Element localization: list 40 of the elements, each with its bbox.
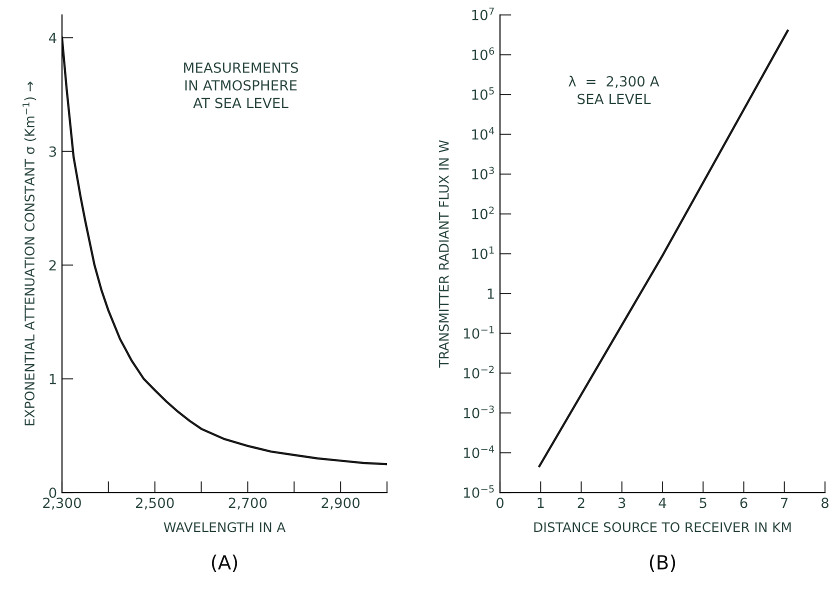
y-tick-label: 0 xyxy=(49,487,56,498)
y-tick-label: 10$^{7}$ xyxy=(472,8,494,20)
y-axis-title: TRANSMITTER RADIANT FLUX IN W xyxy=(438,140,449,368)
y-tick-label: 10$^{6}$ xyxy=(472,47,494,60)
y-tick-label: 10$^{−3}$ xyxy=(464,406,494,418)
y-tick-label: 10$^{3}$ xyxy=(472,166,494,180)
x-tick-label: 4 xyxy=(658,498,666,508)
y-tick-label: 10$^{−5}$ xyxy=(464,485,494,498)
y-tick-label: 10$^{−2}$ xyxy=(464,366,494,378)
y-tick-label: 10$^{4}$ xyxy=(472,127,494,140)
y-tick-label: 10$^{−4}$ xyxy=(464,446,494,458)
x-tick-label: 2,700 xyxy=(228,498,267,510)
y-axis-title: EXPONENTIAL ATTENUATION CONSTANT σ (Km$^{−1}$) → xyxy=(22,82,36,426)
x-tick-label: 2,300 xyxy=(43,498,81,510)
text: (A) xyxy=(212,554,238,572)
x-tick-label: 2,500 xyxy=(136,498,174,510)
y-tick-label: 4 xyxy=(48,32,56,43)
y-tick-label: 1 xyxy=(50,374,56,384)
x-tick-label: 2,900 xyxy=(322,498,360,510)
y-tick-label: 1 xyxy=(488,288,494,299)
y-tick-label: 10$^{2}$ xyxy=(472,206,494,220)
x-axis-title: WAVELENGTH IN A xyxy=(164,522,286,532)
x-tick-label: 2 xyxy=(578,498,584,508)
y-tick-label: 2 xyxy=(49,260,56,270)
x-tick-label: 5 xyxy=(700,498,706,508)
x-tick-label: 6 xyxy=(740,498,748,508)
x-tick-label: 0 xyxy=(496,498,504,508)
annotation: λ = 2,300 A SEA LEVEL xyxy=(568,76,660,104)
x-axis-title: DISTANCE SOURCE TO RECEIVER IN KM xyxy=(534,522,791,532)
y-tick-label: 10$^{1}$ xyxy=(472,246,494,260)
x-tick-label: 1 xyxy=(538,498,544,508)
y-tick-label: 10$^{5}$ xyxy=(472,87,494,100)
line-series xyxy=(62,36,387,466)
text: (B) xyxy=(650,554,676,572)
x-tick-label: 3 xyxy=(618,498,626,508)
y-tick-label: 3 xyxy=(49,146,56,157)
y-tick-label: 10$^{−1}$ xyxy=(464,326,494,339)
x-tick-label: 8 xyxy=(822,498,828,508)
annotation: MEASUREMENTS IN ATMOSPHERE AT SEA LEVEL xyxy=(184,62,298,108)
x-tick-label: 7 xyxy=(781,498,788,508)
